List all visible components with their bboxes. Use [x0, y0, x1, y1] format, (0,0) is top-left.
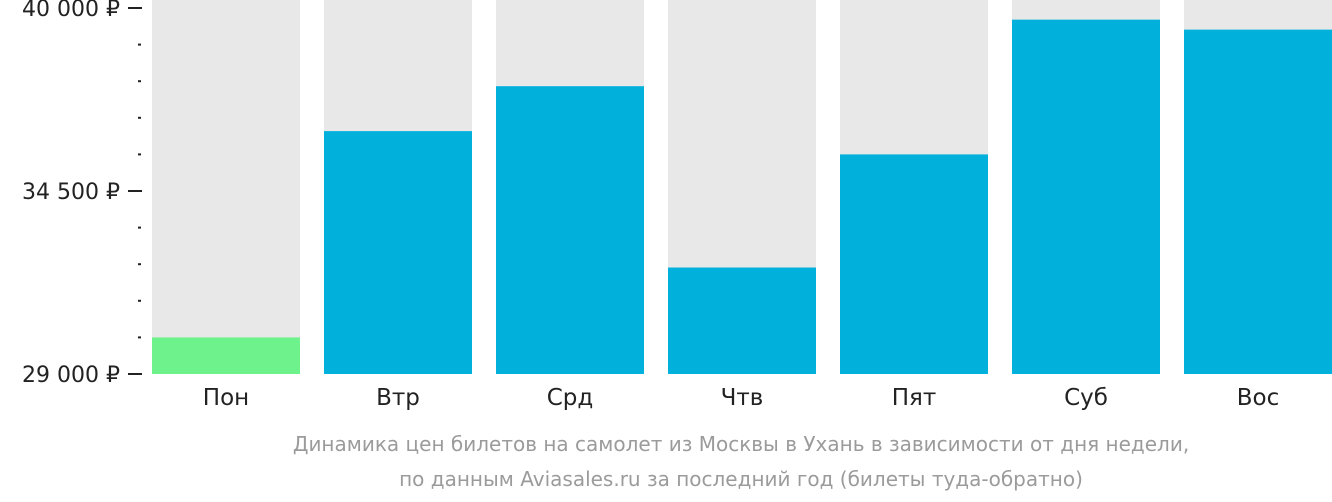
x-tick-label-4: Чтв [721, 385, 764, 411]
bar-2 [324, 131, 472, 374]
bar-4 [668, 267, 816, 374]
bar-7 [1184, 29, 1332, 375]
bar-6 [1012, 19, 1160, 375]
y-tick-label-3: 40 000 ₽ [22, 0, 120, 22]
x-tick-label-7: Вос [1237, 385, 1280, 411]
chart-caption-line-2: по данным Aviasales.ru за последний год … [399, 467, 1083, 491]
chart-caption-line-1: Динамика цен билетов на самолет из Москв… [292, 432, 1190, 456]
x-tick-label-5: Пят [892, 385, 937, 411]
bar-5 [840, 154, 988, 374]
bar-3 [496, 86, 644, 374]
price-by-weekday-chart: Пон Втр Срд Чтв Пят Суб Вос 29 000 ₽ 34 500 ₽ 40 … [22, 0, 1332, 411]
y-tick-label-2: 34 500 ₽ [22, 180, 120, 205]
x-tick-label-1: Пон [203, 385, 249, 411]
x-tick-label-2: Втр [376, 385, 420, 411]
bar-background-1 [152, 0, 300, 374]
x-tick-label-6: Суб [1064, 385, 1108, 411]
y-tick-label-1: 29 000 ₽ [22, 363, 120, 388]
x-tick-label-3: Срд [547, 385, 594, 411]
bar-1 [152, 337, 300, 374]
